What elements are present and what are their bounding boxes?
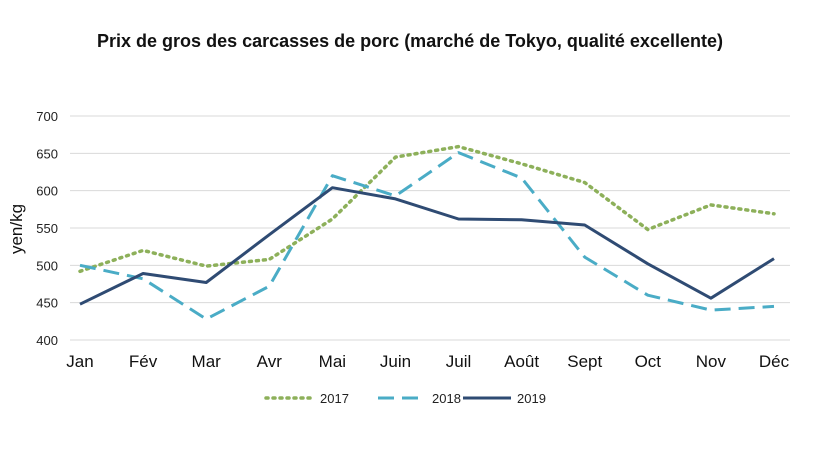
y-tick-label: 450 [36,296,58,311]
x-tick-label: Nov [696,352,727,371]
y-axis-ticks: 400 450 500 550 600 650 700 [36,109,58,348]
x-tick-label: Sept [567,352,602,371]
x-tick-label: Juil [446,352,472,371]
legend: 2017 2018 2019 [264,391,546,406]
grid-lines [70,115,790,341]
x-tick-label: Mar [192,352,222,371]
y-tick-label: 650 [36,146,58,161]
x-tick-label: Août [504,352,539,371]
x-axis-ticks: Jan Fév Mar Avr Mai Juin Juil Août Sept Oct Nov Déc [66,352,789,371]
y-tick-label: 700 [36,109,58,124]
x-tick-label: Mai [319,352,346,371]
x-tick-label: Fév [129,352,158,371]
chart-title: Prix de gros des carcasses de porc (marc… [97,31,723,51]
x-tick-label: Juin [380,352,411,371]
y-axis-label: yen/kg [7,204,26,254]
x-tick-label: Avr [257,352,283,371]
legend-label-2017: 2017 [320,391,349,406]
x-tick-label: Déc [759,352,790,371]
series-lines [78,144,776,321]
series-line-2019 [79,186,775,306]
legend-label-2018: 2018 [432,391,461,406]
series-line-2018 [79,151,775,321]
y-tick-label: 400 [36,333,58,348]
legend-label-2019: 2019 [517,391,546,406]
x-tick-label: Oct [635,352,662,371]
y-tick-label: 550 [36,221,58,236]
y-tick-label: 600 [36,184,58,199]
x-tick-label: Jan [66,352,93,371]
series-line-2017 [78,144,776,274]
y-tick-label: 500 [36,258,58,273]
